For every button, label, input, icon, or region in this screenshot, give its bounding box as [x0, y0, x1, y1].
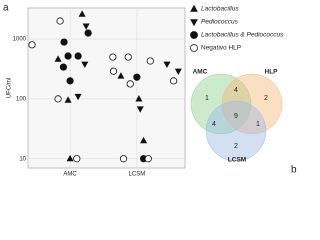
- point: [133, 73, 141, 81]
- point: [60, 38, 68, 46]
- plot-area: [27, 7, 186, 169]
- point: [109, 53, 117, 61]
- legend-label: Lactobacillus & Pediococcus: [201, 32, 284, 39]
- point: [81, 61, 89, 69]
- point: [144, 155, 152, 163]
- venn-count: 4: [212, 121, 216, 128]
- figure: a UFC/ml 10 100 1000 AMC LCSM Lactobacillus Pedi…: [3, 3, 297, 178]
- point: [56, 17, 64, 25]
- point: [82, 23, 90, 30]
- venn-label: AMC: [193, 69, 208, 76]
- point: [74, 93, 82, 101]
- point: [163, 61, 171, 69]
- venn-count: 2: [234, 143, 238, 150]
- point: [54, 55, 62, 62]
- venn-set: [190, 73, 252, 135]
- panel-label: b: [291, 165, 297, 176]
- point: [66, 154, 74, 162]
- point: [59, 63, 68, 71]
- venn-count: 1: [256, 121, 260, 128]
- point: [117, 72, 125, 79]
- point: [66, 77, 74, 85]
- venn-count: 1: [205, 95, 209, 102]
- point: [136, 106, 144, 113]
- point: [74, 52, 82, 60]
- point: [119, 155, 128, 163]
- point: [126, 80, 134, 88]
- point: [170, 77, 178, 85]
- point: [73, 155, 81, 163]
- venn-label: LCSM: [228, 157, 246, 164]
- venn-count: 2: [264, 95, 268, 102]
- point: [140, 136, 148, 144]
- x-tick-label: AMC: [63, 172, 77, 178]
- legend-marker: [190, 19, 198, 27]
- y-tick-label: 1000: [13, 37, 27, 43]
- venn-label: HLP: [265, 69, 279, 76]
- venn-set: [221, 73, 283, 135]
- point: [135, 95, 143, 102]
- venn-count: 9: [234, 113, 238, 120]
- point: [64, 52, 72, 60]
- legend-marker: [190, 31, 198, 39]
- legend-marker: [190, 4, 198, 12]
- point: [28, 41, 36, 49]
- legend-label: Pediococcus: [201, 19, 239, 26]
- point: [174, 68, 182, 76]
- y-axis-label: UFC/ml: [7, 78, 13, 98]
- venn-set: [205, 100, 267, 162]
- y-tick-label: 10: [19, 156, 26, 162]
- x-tick-label: LCSM: [129, 172, 146, 178]
- legend-label: Negativo HLP: [201, 45, 241, 52]
- point: [124, 53, 132, 61]
- point: [64, 96, 72, 103]
- point: [109, 67, 118, 75]
- panel-label: a: [3, 3, 9, 14]
- legend-marker: [190, 44, 198, 52]
- point: [146, 57, 154, 65]
- legend-label: Lactobacillus: [201, 6, 239, 13]
- point: [78, 10, 86, 17]
- venn-count: 4: [234, 87, 238, 94]
- point: [84, 29, 92, 37]
- y-tick-label: 100: [16, 96, 27, 102]
- point: [54, 95, 62, 103]
